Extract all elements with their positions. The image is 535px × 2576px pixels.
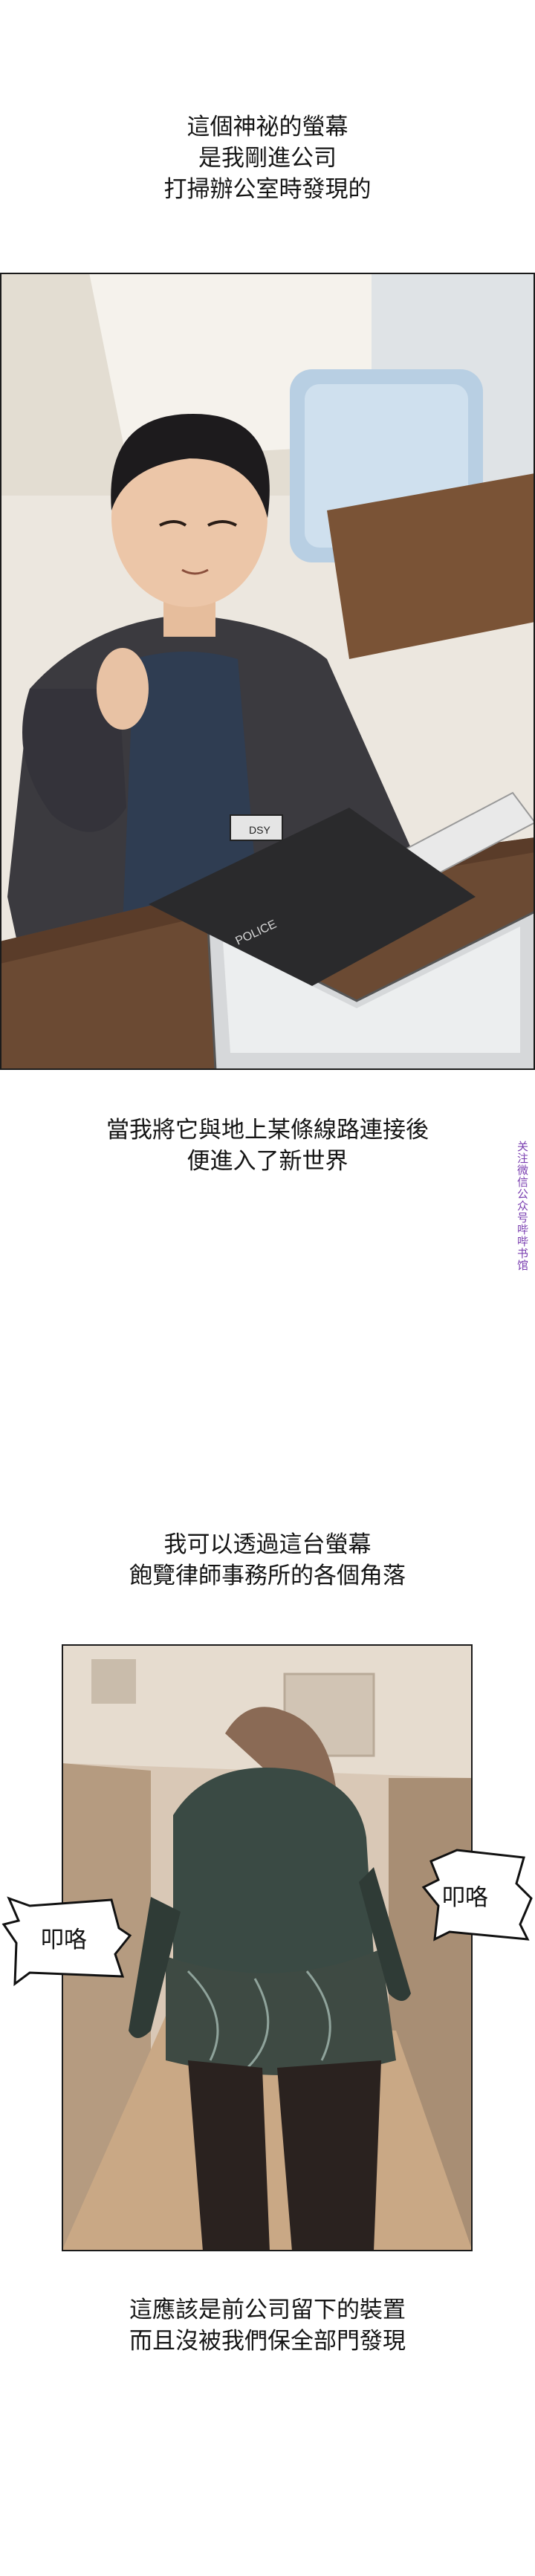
sfx-text-left: 叩咯 xyxy=(41,1927,87,1953)
caption-see: 我可以透過這台螢幕 飽覽律師事務所的各個角落 xyxy=(0,1529,535,1592)
caption-line: 飽覽律師事務所的各個角落 xyxy=(129,1563,406,1589)
caption-line: 這個神祕的螢幕 xyxy=(187,114,348,140)
caption-intro: 這個神祕的螢幕 是我剛進公司 打掃辦公室時發現的 xyxy=(0,111,535,205)
watermark-text: 关注微信公众号哔哔书馆 xyxy=(516,1141,529,1271)
comic-panel-office: POLICE DSY xyxy=(0,273,535,1070)
caption-line: 當我將它與地上某條線路連接後 xyxy=(106,1117,429,1143)
sfx-bubble-left xyxy=(1,1896,132,1987)
caption-line: 便進入了新世界 xyxy=(187,1148,348,1175)
caption-connect: 當我將它與地上某條線路連接後 便進入了新世界 xyxy=(0,1115,535,1177)
office-scene: POLICE DSY xyxy=(0,273,535,1070)
caption-line: 這應該是前公司留下的裝置 xyxy=(129,2297,406,2323)
sfx-bubble-right xyxy=(421,1849,533,1941)
caption-device: 這應該是前公司留下的裝置 而且沒被我們保全部門發現 xyxy=(0,2294,535,2357)
caption-line: 打掃辦公室時發現的 xyxy=(163,176,372,203)
sfx-text-right: 叩咯 xyxy=(442,1884,488,1911)
caption-line: 而且沒被我們保全部門發現 xyxy=(129,2328,406,2355)
caption-line: 是我剛進公司 xyxy=(198,145,337,172)
caption-line: 我可以透過這台螢幕 xyxy=(163,1531,372,1558)
badge-text: DSY xyxy=(249,824,270,836)
